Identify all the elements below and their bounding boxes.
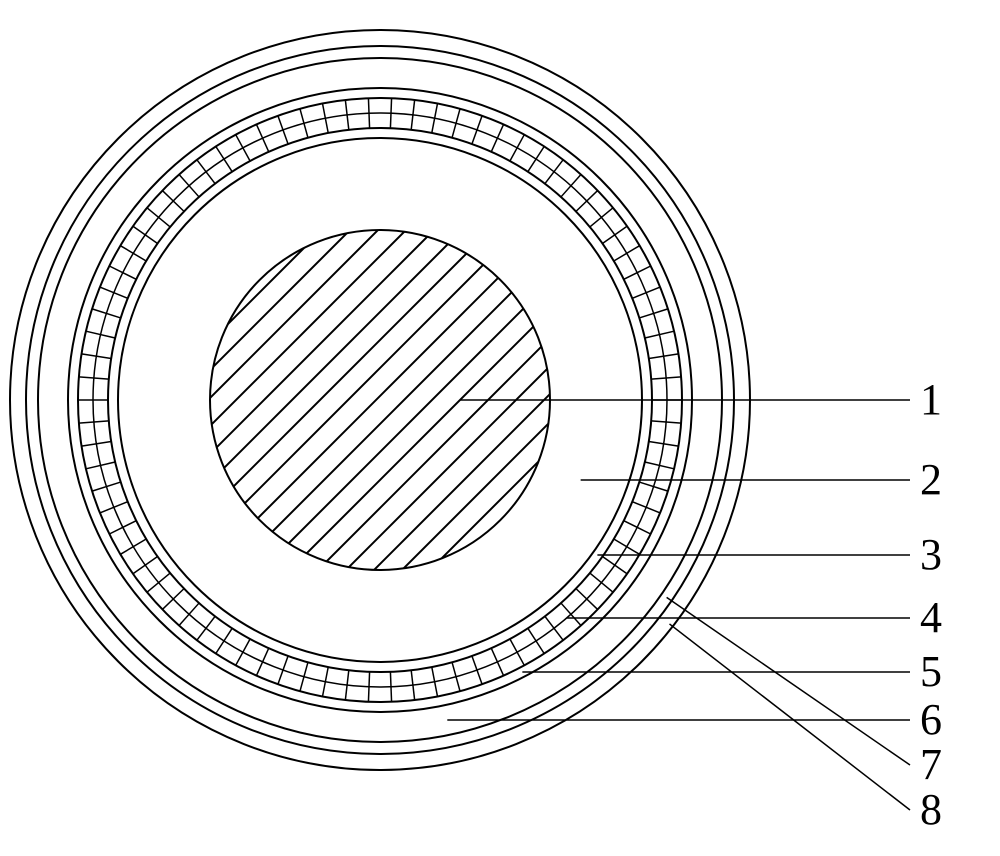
diagram-svg — [0, 0, 1000, 851]
layer-label-6: 6 — [920, 694, 942, 745]
layer-label-7: 7 — [920, 739, 942, 790]
layer-label-4: 4 — [920, 592, 942, 643]
layer-label-1: 1 — [920, 374, 942, 425]
layer-label-2: 2 — [920, 454, 942, 505]
layer-label-3: 3 — [920, 529, 942, 580]
layer-label-5: 5 — [920, 646, 942, 697]
layer-label-8: 8 — [920, 784, 942, 835]
cable-cross-section-diagram: 1 2 3 45678 — [0, 0, 1000, 851]
